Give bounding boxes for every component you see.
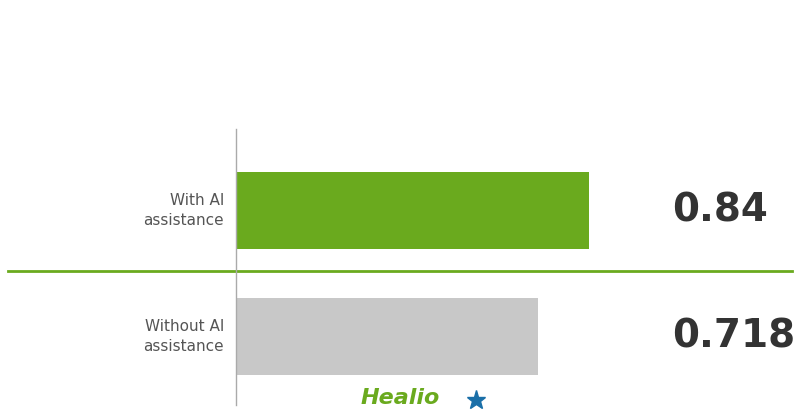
FancyBboxPatch shape	[236, 172, 589, 249]
Text: 0.84: 0.84	[672, 192, 768, 229]
Text: Healio: Healio	[360, 388, 440, 408]
Text: Without AI
assistance: Without AI assistance	[143, 319, 224, 354]
FancyBboxPatch shape	[236, 298, 538, 375]
Text: Area under the receiver operating characteristic
curve on the chest radiography : Area under the receiver operating charac…	[142, 37, 658, 83]
Text: 0.718: 0.718	[672, 317, 795, 355]
Text: With AI
assistance: With AI assistance	[143, 193, 224, 228]
